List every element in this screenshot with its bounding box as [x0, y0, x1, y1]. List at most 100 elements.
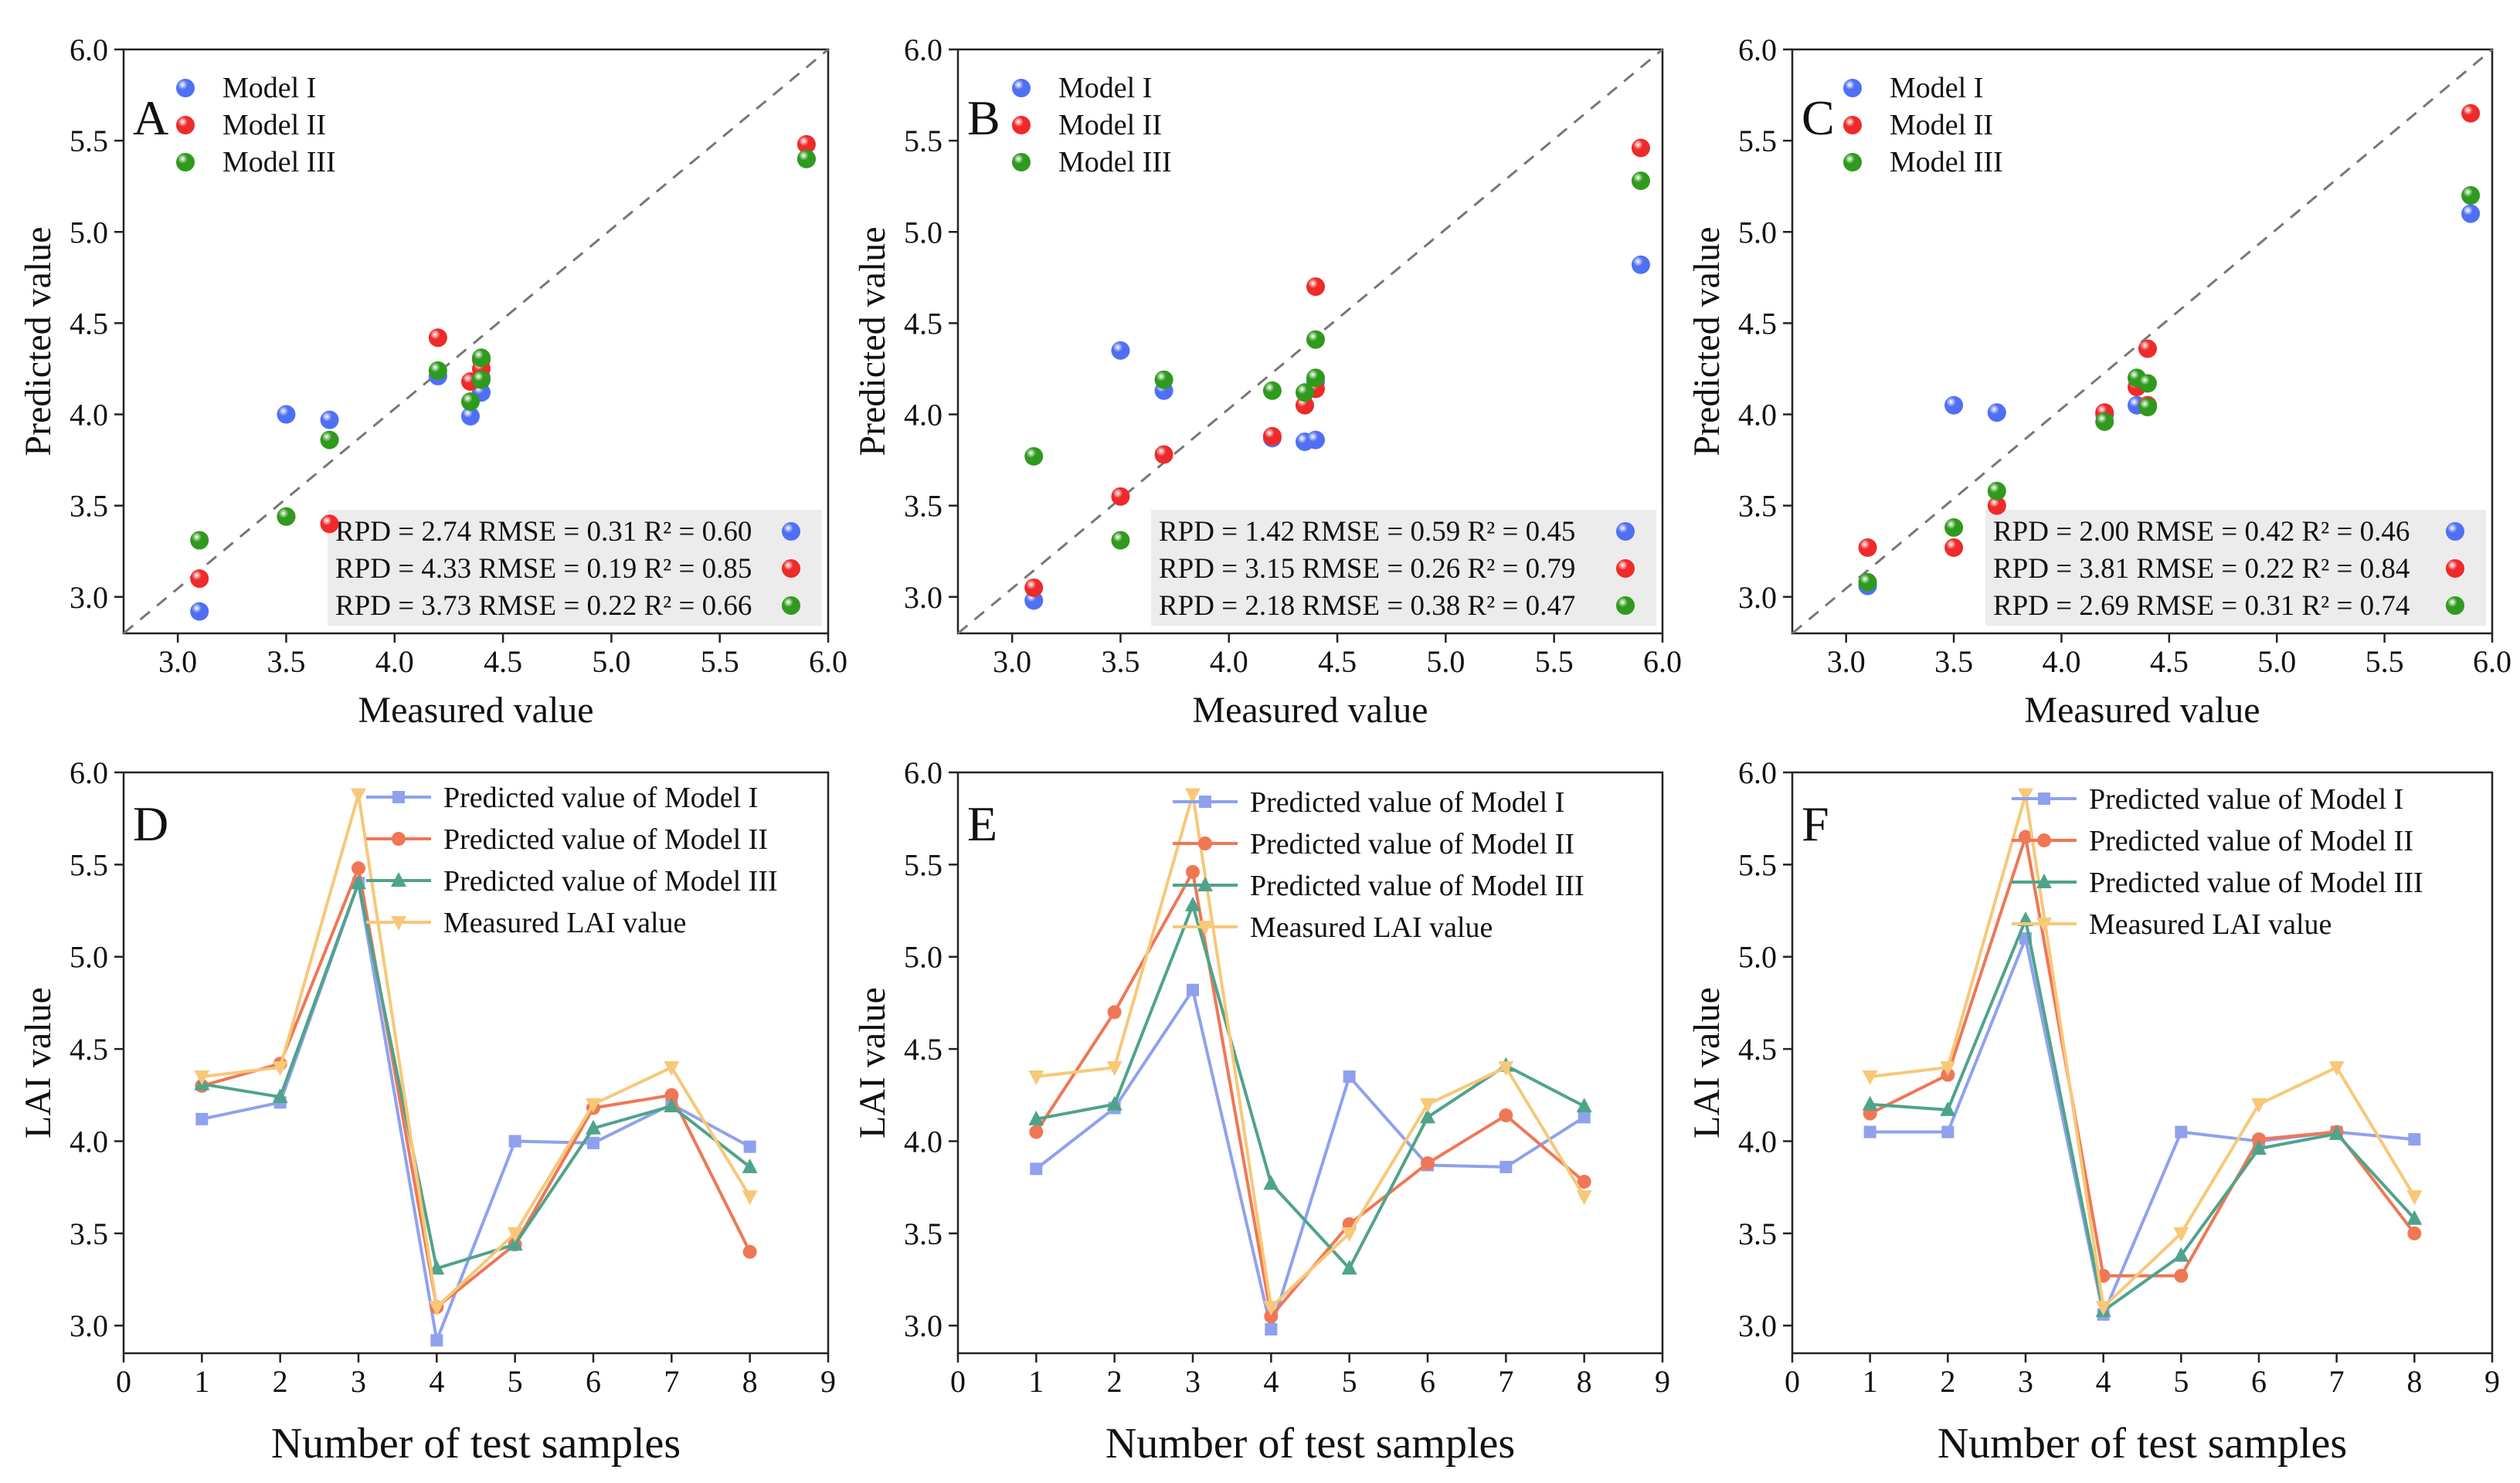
y-axis-title: LAI value: [18, 987, 59, 1139]
series-marker: [1341, 1260, 1357, 1275]
legend-label: Model III: [222, 146, 336, 178]
series-marker: [2407, 1226, 2422, 1240]
x-axis-title: Number of test samples: [1938, 1420, 2347, 1468]
y-tick-label: 6.0: [904, 755, 942, 790]
series-marker: [1343, 1070, 1356, 1083]
scatter-point: [277, 507, 296, 526]
y-tick-label: 3.0: [904, 1308, 942, 1343]
scatter-point: [428, 328, 447, 348]
y-axis-title: Predicted value: [852, 226, 893, 456]
series-marker: [430, 1334, 443, 1347]
x-tick-label: 2: [273, 1364, 288, 1399]
legend-label: Model I: [1058, 72, 1152, 104]
y-tick-label: 5.0: [70, 940, 108, 975]
series-marker: [1187, 983, 1199, 996]
scatter-point: [1944, 538, 1964, 557]
y-tick-label: 4.0: [70, 398, 108, 433]
x-tick-label: 6: [1420, 1364, 1435, 1399]
legend-marker: [1197, 921, 1213, 935]
x-tick-label: 5.0: [1426, 644, 1465, 679]
scatter-point: [1306, 368, 1326, 388]
y-tick-label: 6.0: [1738, 755, 1777, 790]
stats-text: RPD = 2.74 RMSE = 0.31 R² = 0.60: [335, 516, 752, 548]
stats-text: RPD = 1.42 RMSE = 0.59 R² = 0.45: [1159, 516, 1575, 548]
series-marker: [2175, 1125, 2188, 1139]
y-tick-label: 4.5: [1738, 1032, 1777, 1067]
y-tick-label: 5.0: [904, 215, 942, 249]
x-tick-label: 4: [1263, 1364, 1279, 1399]
legend-marker: [1843, 153, 1862, 171]
legend-label: Predicted value of Model II: [2089, 825, 2413, 857]
stats-marker: [782, 559, 800, 578]
series-line: [1035, 900, 1585, 1271]
panel-letter: C: [1802, 90, 1835, 145]
y-axis-title: Predicted value: [18, 226, 59, 456]
series-marker: [1185, 788, 1201, 803]
stats-box: [1151, 510, 1656, 626]
scatter-point: [796, 134, 816, 154]
x-tick-label: 4.5: [1318, 644, 1357, 679]
panel-f-line-chart: 0 1 2 3 4 5 6 7 8 9 3.0 3.5 4.0 4.5 5.0 5.5 6.0 F Number o…: [1686, 755, 2500, 1468]
stats-marker: [782, 522, 800, 541]
scatter-point: [1262, 381, 1282, 400]
x-axis-title: Number of test samples: [271, 1420, 681, 1468]
series-marker: [1499, 1108, 1513, 1123]
plot-frame: [122, 48, 830, 635]
scatter-point: [1262, 426, 1282, 446]
scatter-point: [460, 392, 480, 411]
panel-letter: B: [967, 90, 1000, 145]
panel-e-line-chart: 0 1 2 3 4 5 6 7 8 9 3.0 3.5 4.0 4.5 5.0 5.5 6.0 E Number o…: [852, 755, 1670, 1468]
series-marker: [507, 1227, 523, 1242]
scatter-point: [1154, 370, 1173, 389]
legend-marker: [176, 153, 195, 171]
x-tick-label: 4.5: [484, 644, 522, 679]
plot-frame: [1791, 48, 2494, 635]
panel-b-scatter: 3.0 3.5 4.0 4.5 5.0 5.5 6.0 3.0 3.5 4.0 4.5 5.0 5.5 6…: [852, 32, 1682, 731]
scatter-point: [2461, 104, 2481, 123]
series-line: [202, 877, 751, 1271]
series-marker: [2251, 1140, 2267, 1156]
y-tick-label: 3.0: [1738, 580, 1777, 615]
x-tick-label: 9: [820, 1364, 836, 1399]
scatter-point: [190, 569, 209, 589]
legend-label: Model II: [222, 109, 326, 141]
x-tick-label: 3.0: [993, 644, 1031, 679]
series-marker: [2173, 1247, 2189, 1262]
series-marker: [1499, 1160, 1513, 1173]
legend-label: Measured LAI value: [2089, 908, 2332, 941]
legend-label: Model III: [1058, 146, 1172, 178]
y-tick-label: 4.5: [904, 1032, 942, 1067]
x-tick-label: 3.5: [1101, 644, 1139, 679]
y-tick-label: 4.5: [904, 306, 942, 341]
scatter-point: [320, 430, 339, 450]
y-tick-label: 6.0: [1738, 32, 1777, 67]
scatter-point: [320, 410, 339, 429]
series-marker: [1263, 1175, 1279, 1190]
series-marker: [2406, 1190, 2423, 1206]
y-tick-label: 5.0: [904, 940, 942, 975]
scatter-point: [1024, 578, 1044, 597]
series-line: [202, 794, 752, 1311]
panel-letter: D: [133, 796, 168, 851]
scatter-point: [1631, 255, 1650, 274]
scatter-point: [1154, 445, 1173, 464]
stats-marker: [1616, 522, 1635, 541]
y-tick-label: 3.5: [70, 1217, 108, 1251]
legend-marker: [2038, 792, 2050, 805]
scatter-point: [796, 149, 816, 168]
series-marker: [2251, 1098, 2267, 1113]
series-marker: [2252, 1132, 2266, 1147]
y-tick-label: 5.5: [70, 847, 108, 882]
stats-text: RPD = 2.69 RMSE = 0.31 R² = 0.74: [1993, 590, 2410, 622]
x-tick-label: 5.0: [2257, 644, 2296, 679]
series-marker: [1185, 896, 1201, 911]
y-tick-label: 3.5: [904, 1217, 942, 1251]
legend-marker: [2036, 874, 2052, 888]
series-marker: [664, 1088, 679, 1102]
series-marker: [586, 1098, 601, 1113]
y-tick-label: 6.0: [70, 755, 108, 790]
series-line: [1036, 794, 1586, 1311]
x-tick-label: 9: [2484, 1364, 2500, 1399]
x-tick-label: 0: [1785, 1364, 1800, 1399]
y-tick-label: 5.0: [70, 215, 108, 249]
